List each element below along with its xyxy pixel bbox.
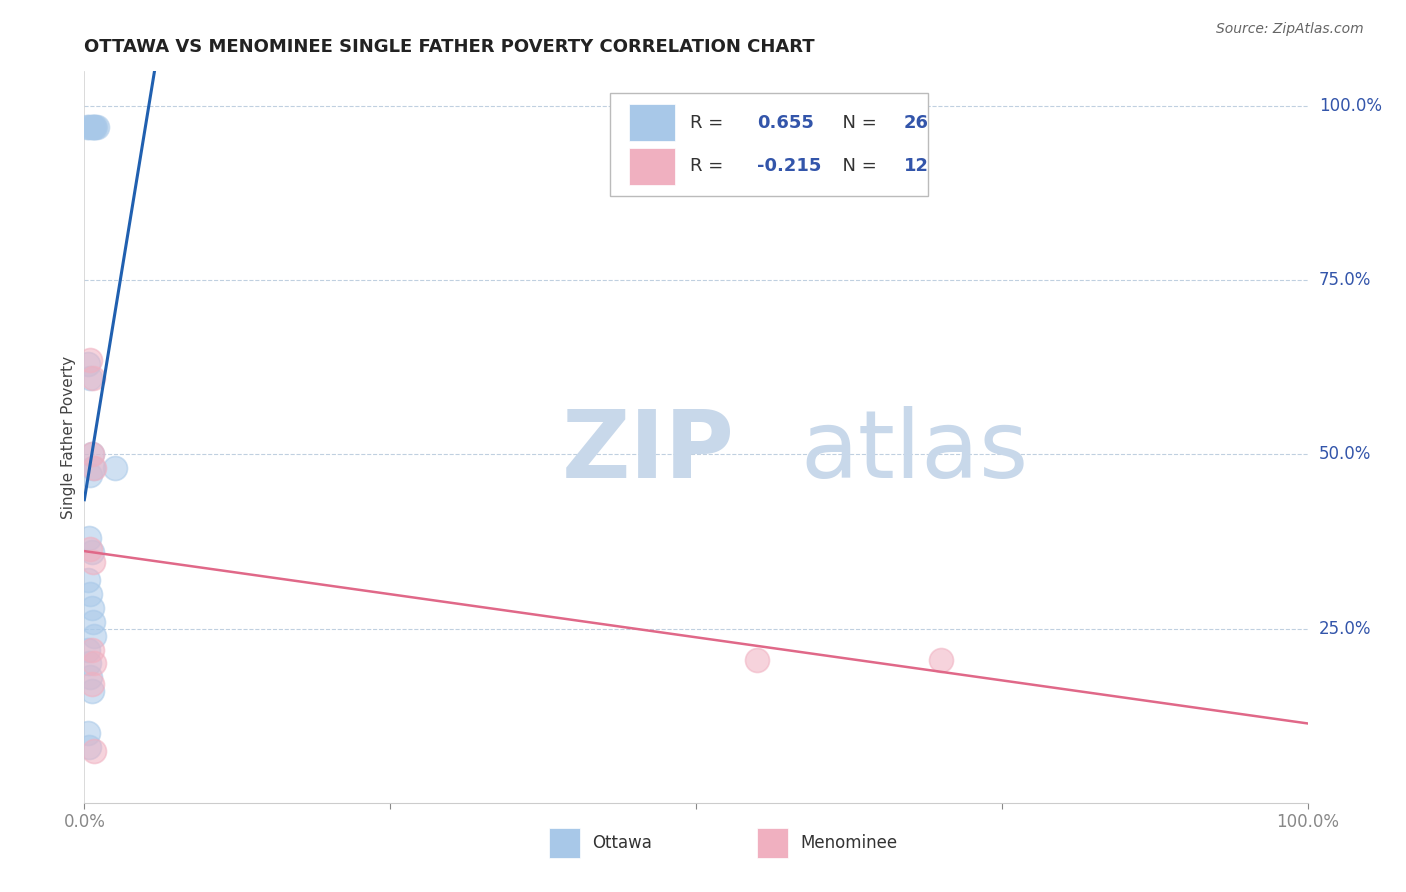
- Point: [79, 371, 101, 385]
- Point: [80, 642, 103, 657]
- Text: Ottawa: Ottawa: [592, 834, 652, 852]
- FancyBboxPatch shape: [628, 148, 675, 185]
- Point: [83, 743, 105, 757]
- Point: [747, 653, 769, 667]
- Point: [77, 573, 100, 587]
- Point: [79, 670, 101, 684]
- Text: Source: ZipAtlas.com: Source: ZipAtlas.com: [1216, 22, 1364, 37]
- Text: 100.0%: 100.0%: [1319, 97, 1382, 115]
- Text: 50.0%: 50.0%: [1319, 445, 1371, 464]
- Point: [82, 615, 104, 629]
- Point: [80, 677, 103, 691]
- Y-axis label: Single Father Poverty: Single Father Poverty: [60, 356, 76, 518]
- Text: ZIP: ZIP: [561, 406, 734, 498]
- Point: [77, 120, 100, 134]
- Point: [82, 120, 104, 134]
- Text: 0.655: 0.655: [758, 113, 814, 131]
- Point: [80, 600, 103, 615]
- Point: [77, 657, 100, 671]
- Text: N =: N =: [831, 113, 882, 131]
- Point: [80, 448, 103, 462]
- FancyBboxPatch shape: [550, 829, 579, 858]
- Point: [79, 468, 101, 483]
- Point: [104, 461, 127, 475]
- FancyBboxPatch shape: [628, 104, 675, 141]
- Text: N =: N =: [831, 158, 882, 176]
- Text: R =: R =: [690, 158, 728, 176]
- Text: 25.0%: 25.0%: [1319, 620, 1371, 638]
- Point: [929, 653, 952, 667]
- Point: [84, 120, 107, 134]
- Point: [83, 629, 105, 643]
- Point: [80, 120, 103, 134]
- Text: Menominee: Menominee: [800, 834, 897, 852]
- FancyBboxPatch shape: [610, 94, 928, 195]
- Point: [76, 120, 98, 134]
- Point: [83, 657, 105, 671]
- Text: 26: 26: [904, 113, 929, 131]
- Point: [77, 357, 100, 371]
- Text: OTTAWA VS MENOMINEE SINGLE FATHER POVERTY CORRELATION CHART: OTTAWA VS MENOMINEE SINGLE FATHER POVERT…: [84, 38, 815, 56]
- Point: [79, 353, 101, 368]
- FancyBboxPatch shape: [758, 829, 787, 858]
- Text: 75.0%: 75.0%: [1319, 271, 1371, 289]
- Point: [79, 587, 101, 601]
- Text: 12: 12: [904, 158, 929, 176]
- Point: [82, 461, 104, 475]
- Point: [80, 545, 103, 559]
- Point: [86, 120, 108, 134]
- Point: [82, 371, 104, 385]
- Point: [83, 461, 105, 475]
- Point: [83, 120, 105, 134]
- Point: [77, 740, 100, 755]
- Point: [80, 684, 103, 698]
- Text: atlas: atlas: [800, 406, 1028, 498]
- Point: [80, 448, 103, 462]
- Point: [77, 726, 100, 740]
- Point: [77, 642, 100, 657]
- Text: -0.215: -0.215: [758, 158, 821, 176]
- Text: R =: R =: [690, 113, 728, 131]
- Point: [82, 556, 104, 570]
- Point: [79, 541, 101, 556]
- Point: [77, 531, 100, 545]
